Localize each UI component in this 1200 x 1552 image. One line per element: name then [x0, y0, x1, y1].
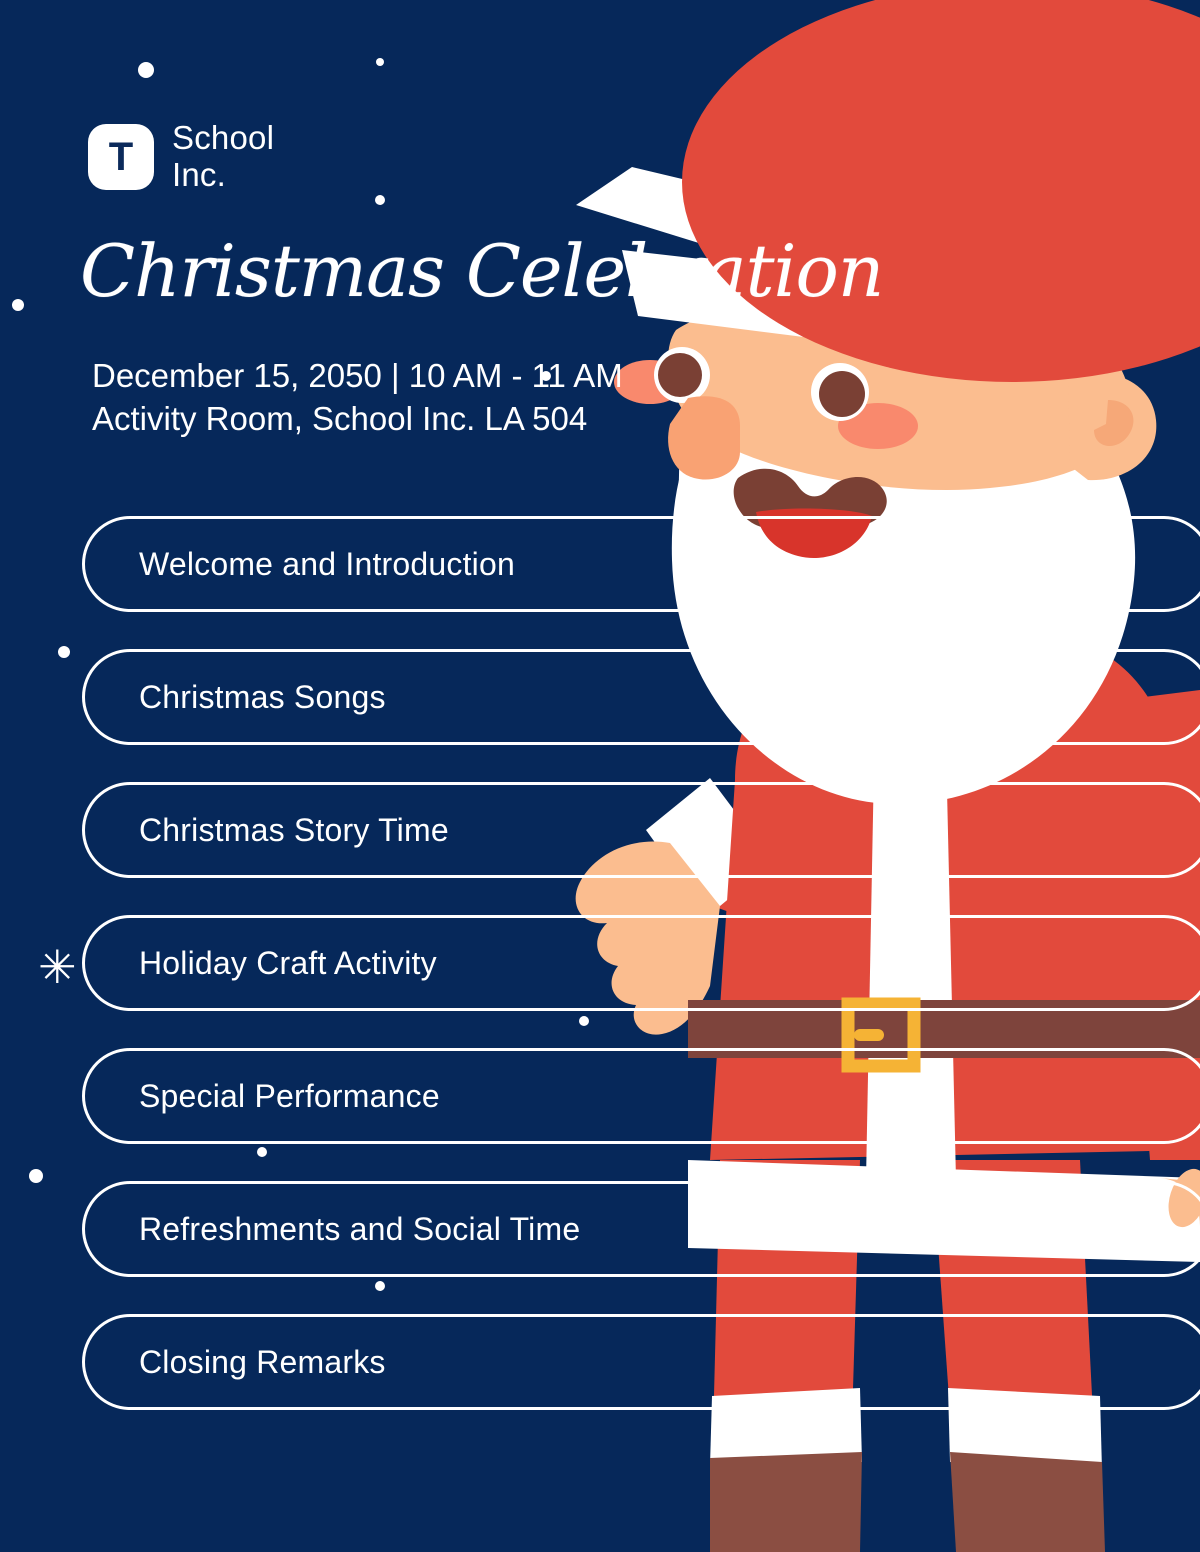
- santa-ear-inner: [1094, 400, 1134, 447]
- decorative-dot: [376, 58, 384, 66]
- agenda-item-label: Welcome and Introduction: [139, 545, 515, 582]
- logo-icon: T: [88, 123, 154, 190]
- agenda-item-label: Christmas Story Time: [139, 811, 449, 848]
- decorative-dot: [375, 195, 385, 205]
- logo-letter: T: [108, 134, 134, 179]
- decorative-dot: [29, 1169, 43, 1183]
- brand-name-line1: School: [172, 119, 275, 156]
- santa-eye-right-pupil: [819, 371, 865, 417]
- agenda-item[interactable]: Closing Remarks: [82, 1314, 1200, 1410]
- decorative-dot: [58, 646, 70, 658]
- agenda-item[interactable]: Welcome and Introduction: [82, 516, 1200, 612]
- brand-name-line2: Inc.: [172, 155, 226, 193]
- event-details: December 15, 2050 | 10 AM - 11 AM Activit…: [92, 355, 623, 441]
- santa-belt-buckle-prong: [854, 1029, 884, 1041]
- agenda-item[interactable]: Refreshments and Social Time: [82, 1181, 1200, 1277]
- agenda-item-label: Special Performance: [139, 1077, 440, 1114]
- agenda-item[interactable]: Special Performance: [82, 1048, 1200, 1144]
- santa-boot-right: [950, 1452, 1105, 1552]
- santa-hat: [682, 0, 1200, 382]
- santa-eye-left-pupil: [658, 353, 702, 397]
- decorative-dot: [138, 62, 154, 78]
- agenda-item-label: Closing Remarks: [139, 1343, 386, 1380]
- santa-belt-buckle: [841, 997, 921, 1073]
- page-title: Christmas Celebration: [80, 229, 884, 313]
- decorative-dot: [12, 299, 24, 311]
- agenda-item-label: Refreshments and Social Time: [139, 1210, 581, 1247]
- snowflake-icon: ✳: [38, 940, 77, 994]
- event-location: Activity Room, School Inc. LA 504: [92, 399, 588, 437]
- brand-name: School Inc.: [172, 119, 275, 194]
- agenda-item[interactable]: Christmas Story Time: [82, 782, 1200, 878]
- santa-nose: [668, 396, 740, 480]
- agenda-item-label: Christmas Songs: [139, 678, 386, 715]
- agenda-item[interactable]: Holiday Craft Activity: [82, 915, 1200, 1011]
- santa-claus-illustration: [575, 0, 1200, 1552]
- agenda-item-label: Holiday Craft Activity: [139, 944, 437, 981]
- brand-logo: T School Inc.: [88, 119, 275, 194]
- santa-mouth: [756, 508, 872, 559]
- santa-boot-left: [710, 1452, 862, 1552]
- agenda-item[interactable]: Christmas Songs: [82, 649, 1200, 745]
- santa-coat-hem: [688, 1160, 1200, 1262]
- agenda-list: Welcome and Introduction Christmas Songs C…: [82, 516, 1200, 1447]
- santa-left-hand: [575, 841, 720, 1035]
- event-date-time: December 15, 2050 | 10 AM - 11 AM: [92, 357, 623, 394]
